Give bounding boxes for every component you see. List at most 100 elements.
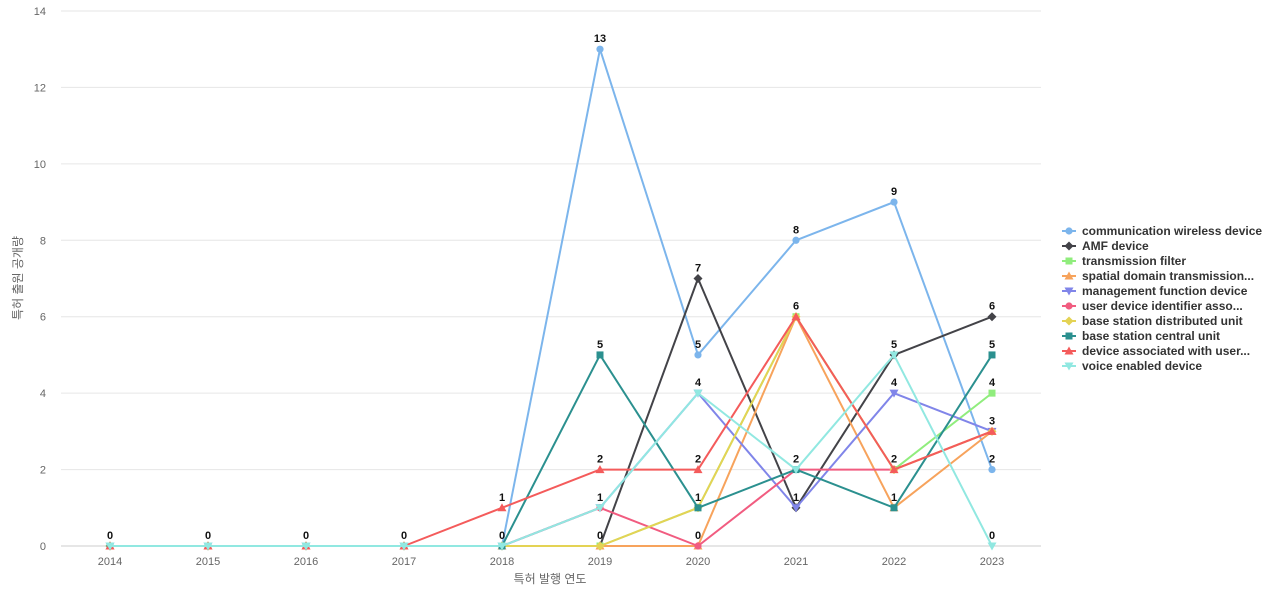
series-line [110,315,993,547]
data-point [791,466,801,475]
x-tick-label: 2023 [980,556,1004,568]
data-label: 5 [891,339,897,351]
data-point [890,504,898,512]
x-axis-ticks: 2014 2015 2016 2017 2018 2019 2020 2021 2022 2023 [98,556,1004,568]
data-label: 0 [107,530,113,542]
legend-marker [1065,302,1073,310]
legend-label: spatial domain transmission... [1082,269,1254,283]
data-point [203,542,213,551]
data-label: 1 [597,492,603,504]
legend-item[interactable]: management function device [1062,284,1248,298]
data-point [791,504,801,513]
legend-label: device associated with user... [1082,344,1250,358]
data-point [694,504,702,512]
data-label: 5 [597,339,603,351]
x-axis-title: 특허 발행 연도 [514,571,587,586]
series-line [110,315,993,547]
data-label: 5 [695,339,701,351]
x-tick-label: 2022 [882,556,906,568]
legend-marker [1065,332,1073,340]
y-tick-label: 12 [34,82,46,94]
legend-label: base station central unit [1082,329,1220,343]
series-line [110,315,993,547]
data-point [595,541,605,551]
legend-label: communication wireless device [1082,224,1262,238]
legend-marker [1064,346,1074,355]
data-point [988,351,996,359]
data-point [497,503,507,512]
data-point [693,465,703,474]
series-9 [105,351,997,551]
series-line [110,315,993,547]
data-label: 2 [793,454,799,466]
series-lines [105,45,997,551]
y-tick-label: 6 [40,312,46,324]
y-tick-label: 8 [40,235,46,247]
y-tick-label: 2 [40,465,46,477]
legend-label: user device identifier asso... [1082,299,1243,313]
y-tick-label: 10 [34,159,46,171]
data-point [399,542,409,551]
legend-marker [1064,316,1074,326]
data-label: 2 [597,454,603,466]
series-0 [106,45,996,550]
data-label: 9 [891,186,897,198]
data-point [889,389,899,398]
legend-marker [1064,362,1074,371]
data-point [792,236,800,244]
data-label: 2 [695,454,701,466]
series-line [110,353,993,547]
data-point [301,542,311,551]
data-label: 0 [401,530,407,542]
legend-item[interactable]: user device identifier asso... [1062,299,1243,313]
data-point [987,542,997,551]
series-line [110,353,993,547]
legend-item[interactable]: AMF device [1062,239,1149,253]
x-tick-label: 2014 [98,556,122,568]
legend-item[interactable]: base station central unit [1062,329,1220,343]
series-7 [106,351,996,550]
x-tick-label: 2018 [490,556,514,568]
x-tick-label: 2017 [392,556,416,568]
data-point [890,198,898,206]
data-label: 1 [793,492,799,504]
legend-label: voice enabled device [1082,359,1202,373]
data-label: 0 [989,530,995,542]
series-line [110,48,993,547]
x-tick-label: 2015 [196,556,220,568]
data-label: 2 [989,454,995,466]
data-label: 4 [695,377,702,389]
data-label: 1 [891,492,897,504]
legend-item[interactable]: spatial domain transmission... [1062,269,1254,283]
legend-item[interactable]: transmission filter [1062,254,1186,268]
data-point [889,465,899,474]
legend-item[interactable]: communication wireless device [1062,224,1262,238]
y-tick-label: 4 [40,388,46,400]
data-label: 13 [594,33,606,45]
legend-marker [1065,227,1073,235]
series-6 [105,312,997,551]
legend-item[interactable]: voice enabled device [1062,359,1202,373]
legend-item[interactable]: base station distributed unit [1062,314,1243,328]
data-label: 4 [891,377,898,389]
data-label: 5 [989,339,995,351]
data-labels: 0 0 0 0 0 13 5 8 9 2 7 6 4 4 0 5 1 1 5 1 2 2 6 2 3 1 4 2 5 0 0 1 [107,33,996,542]
legend-label: transmission filter [1082,254,1186,268]
legend-marker [1064,271,1074,280]
data-label: 0 [499,530,505,542]
data-point [693,274,703,283]
data-point [987,426,997,435]
data-point [889,351,899,360]
y-tick-label: 14 [34,6,46,18]
data-point [988,389,996,397]
data-label: 0 [597,530,603,542]
data-point [497,542,507,551]
data-label: 8 [793,224,799,236]
legend-marker [1064,287,1074,296]
data-label: 1 [499,492,505,504]
data-point [596,351,604,359]
legend-label: AMF device [1082,239,1149,253]
legend-item[interactable]: device associated with user... [1062,344,1250,358]
